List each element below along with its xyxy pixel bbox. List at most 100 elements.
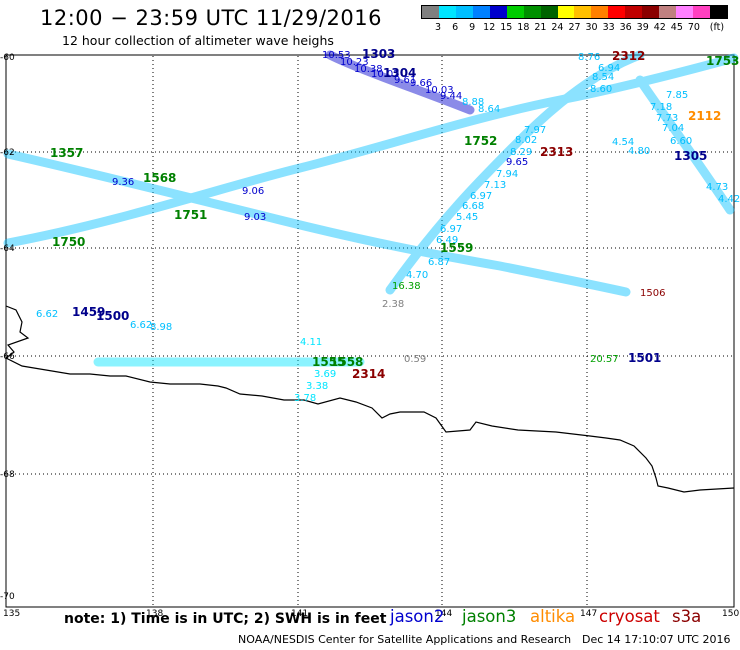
wave-height-label: 6.97: [440, 224, 462, 235]
color-scale-label: 6: [452, 22, 459, 33]
wave-height-label: 6.62: [130, 320, 152, 331]
color-scale-swatch: [472, 6, 490, 18]
wave-height-labels: 10.53 130310.2310.3810.0213049.619.6610.0…: [36, 47, 740, 404]
wave-height-label: 8.60: [590, 84, 612, 95]
note-text: note: 1) Time is in UTC; 2) SWH is in fe…: [64, 611, 387, 627]
lat-tick: -68: [0, 470, 15, 480]
footer-timestamp: Dec 14 17:10:07 UTC 2016: [582, 633, 731, 646]
lon-tick: 141: [291, 609, 308, 619]
wave-height-label: 1753: [706, 54, 739, 68]
legend-altika: altika: [530, 607, 576, 626]
wave-height-label: 9.66: [410, 78, 432, 89]
track-cross: [385, 50, 645, 295]
wave-height-label: 3.69: [314, 369, 336, 380]
wave-height-label: 4.11: [300, 337, 322, 348]
wave-height-label: 4.70: [406, 270, 428, 281]
wave-height-label: 1304: [383, 66, 416, 80]
lon-tick: 135: [3, 609, 20, 619]
legend-cryosat: cryosat: [599, 607, 660, 626]
color-scale-labels: 3 6 9 12 15 18 21 24 27 30 33 36 39 42 45 70 (ft): [421, 22, 740, 34]
color-scale: [421, 5, 728, 19]
wave-height-label: 10.53: [322, 50, 351, 61]
lat-tick: -66: [0, 352, 15, 362]
wave-height-label: 1305: [674, 149, 707, 163]
lon-tick: 150: [722, 609, 739, 619]
wave-height-label: 9.03: [244, 212, 266, 223]
wave-height-label: 7.18: [650, 102, 672, 113]
lat-tick: -62: [0, 148, 15, 158]
wave-height-label: 2.38: [382, 299, 404, 310]
wave-height-label: 20.57: [590, 354, 619, 365]
lat-tick: -60: [0, 53, 15, 63]
color-scale-label: 9: [469, 22, 476, 33]
color-scale-label: 24: [551, 22, 564, 33]
map-frame: [5, 54, 735, 608]
legend-jason2: jason2: [390, 607, 445, 626]
ground-tracks: [3, 50, 739, 367]
page-subtitle: 12 hour collection of altimeter wave hei…: [62, 33, 334, 48]
lon-tick: 144: [435, 609, 452, 619]
color-scale-label: 30: [585, 22, 598, 33]
wave-height-label: 1555: [312, 355, 345, 369]
wave-height-label: 6.62: [36, 309, 58, 320]
wave-height-label: 8.76: [578, 52, 600, 63]
wave-height-label: 16.38: [392, 281, 421, 292]
wave-height-label: 9.06: [242, 186, 264, 197]
color-scale-label: 3: [435, 22, 442, 33]
color-scale-swatch: [709, 6, 727, 18]
footer-credit: NOAA/NESDIS Center for Satellite Applica…: [238, 633, 572, 646]
wave-height-label: 1501: [628, 351, 661, 365]
wave-height-label: 9.36: [112, 177, 134, 188]
lon-ticks: 135 138 141 144 147 150: [3, 609, 739, 619]
wave-height-label: 2314: [352, 367, 385, 381]
color-scale-swatch: [506, 6, 524, 18]
color-scale-swatch: [523, 6, 541, 18]
color-scale-swatch: [574, 6, 592, 18]
color-scale-label: 15: [500, 22, 513, 33]
color-scale-swatch: [625, 6, 643, 18]
page-title: 12:00 − 23:59 UTC 11/29/2016: [40, 6, 383, 30]
wave-height-label: 1568: [143, 171, 176, 185]
wave-height-label: 6.97: [470, 191, 492, 202]
color-scale-label: 21: [534, 22, 547, 33]
wave-height-label: 4.54: [612, 137, 634, 148]
wave-height-label: 7.13: [484, 180, 506, 191]
wave-height-label: 2112: [688, 109, 721, 123]
color-scale-label: 39: [636, 22, 649, 33]
wave-height-label: 6.60: [670, 136, 692, 147]
wave-height-label: 1752: [464, 134, 497, 148]
color-scale-swatch: [455, 6, 473, 18]
color-scale-label: (ft): [709, 22, 725, 33]
wave-height-label: 4.73: [706, 182, 728, 193]
wave-height-label: 9.65: [506, 157, 528, 168]
wave-height-label: 10.38: [354, 64, 383, 75]
wave-height-label: 4.80: [628, 146, 650, 157]
color-scale-label: 12: [483, 22, 496, 33]
wave-height-label: 9.61: [394, 75, 416, 86]
wave-height-label: 6.87: [428, 257, 450, 268]
color-scale-swatch: [659, 6, 677, 18]
lat-tick: -70: [0, 592, 15, 602]
lon-tick: 138: [146, 609, 163, 619]
wave-height-label: 10.03: [425, 85, 454, 96]
coastline: [4, 305, 735, 493]
wave-height-label: 8.02: [515, 135, 537, 146]
lat-tick: -64: [0, 244, 15, 254]
track-descending: [3, 149, 631, 297]
color-scale-label: 42: [653, 22, 666, 33]
color-scale-swatch: [540, 6, 558, 18]
wave-height-label: 8.88: [462, 97, 484, 108]
wave-height-label: 1559: [440, 241, 473, 255]
color-scale-label: 45: [670, 22, 683, 33]
wave-height-label: 8.64: [478, 104, 500, 115]
color-scale-swatch: [642, 6, 660, 18]
wave-height-label: 8.29: [510, 147, 532, 158]
color-scale-label: 70: [687, 22, 700, 33]
color-scale-swatch: [557, 6, 575, 18]
wave-height-label: 4.42: [718, 194, 740, 205]
color-scale-swatch: [591, 6, 609, 18]
color-scale-swatch: [422, 6, 439, 18]
wave-height-label: 6.68: [462, 201, 484, 212]
wave-height-label: 7.04: [662, 123, 684, 134]
wave-height-label: 3.78: [294, 393, 316, 404]
